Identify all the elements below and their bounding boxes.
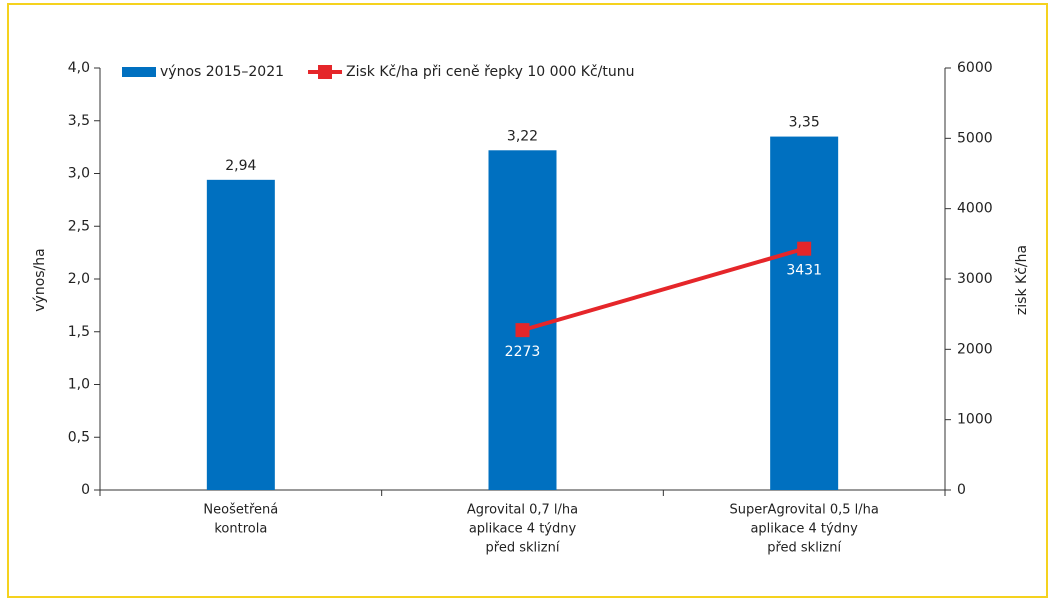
y-tick-label: 2,5 (68, 218, 90, 234)
y2-tick-label: 6000 (957, 60, 993, 76)
y-tick-label: 0 (81, 482, 90, 498)
y-tick-label: 4,0 (68, 60, 90, 76)
y2-tick-label: 3000 (957, 271, 993, 287)
x-tick-label: před sklizní (486, 541, 560, 556)
x-tick-label: kontrola (214, 522, 267, 537)
y-tick-label: 1,5 (68, 324, 90, 340)
bar-value-label: 3,22 (507, 128, 538, 144)
line-marker (515, 323, 530, 338)
x-tick-label: před sklizní (767, 541, 841, 556)
x-tick-label: Neošetřená (203, 503, 278, 518)
y-tick-label: 2,0 (68, 271, 90, 287)
y-axis-title: výnos/ha (32, 248, 48, 311)
bar-value-label: 3,35 (789, 115, 820, 131)
y-tick-label: 0,5 (68, 429, 90, 445)
bar (206, 179, 275, 490)
legend-swatch (318, 65, 333, 79)
x-tick-label: aplikace 4 týdny (750, 522, 858, 537)
y2-tick-label: 0 (957, 482, 966, 498)
line-value-label: 2273 (505, 344, 541, 360)
y2-axis-title: zisk Kč/ha (1014, 245, 1030, 315)
legend-label: výnos 2015–2021 (160, 64, 284, 80)
x-tick-label: aplikace 4 týdny (469, 522, 577, 537)
bar (770, 136, 839, 490)
line-value-label: 3431 (786, 263, 822, 279)
y2-tick-label: 1000 (957, 412, 993, 428)
y-tick-label: 3,0 (68, 166, 90, 182)
y2-tick-label: 4000 (957, 201, 993, 217)
line-marker (797, 241, 812, 256)
frame (7, 3, 1048, 598)
x-tick-label: SuperAgrovital 0,5 l/ha (729, 503, 878, 518)
x-tick-label: Agrovital 0,7 l/ha (467, 503, 578, 518)
y2-tick-label: 2000 (957, 341, 993, 357)
legend-swatch (122, 67, 156, 77)
y2-tick-label: 5000 (957, 130, 993, 146)
legend-label: Zisk Kč/ha při ceně řepky 10 000 Kč/tunu (346, 64, 635, 80)
y-tick-label: 3,5 (68, 113, 90, 129)
bar-value-label: 2,94 (225, 158, 256, 174)
bar (488, 150, 557, 491)
y-tick-label: 1,0 (68, 377, 90, 393)
line (521, 246, 805, 333)
